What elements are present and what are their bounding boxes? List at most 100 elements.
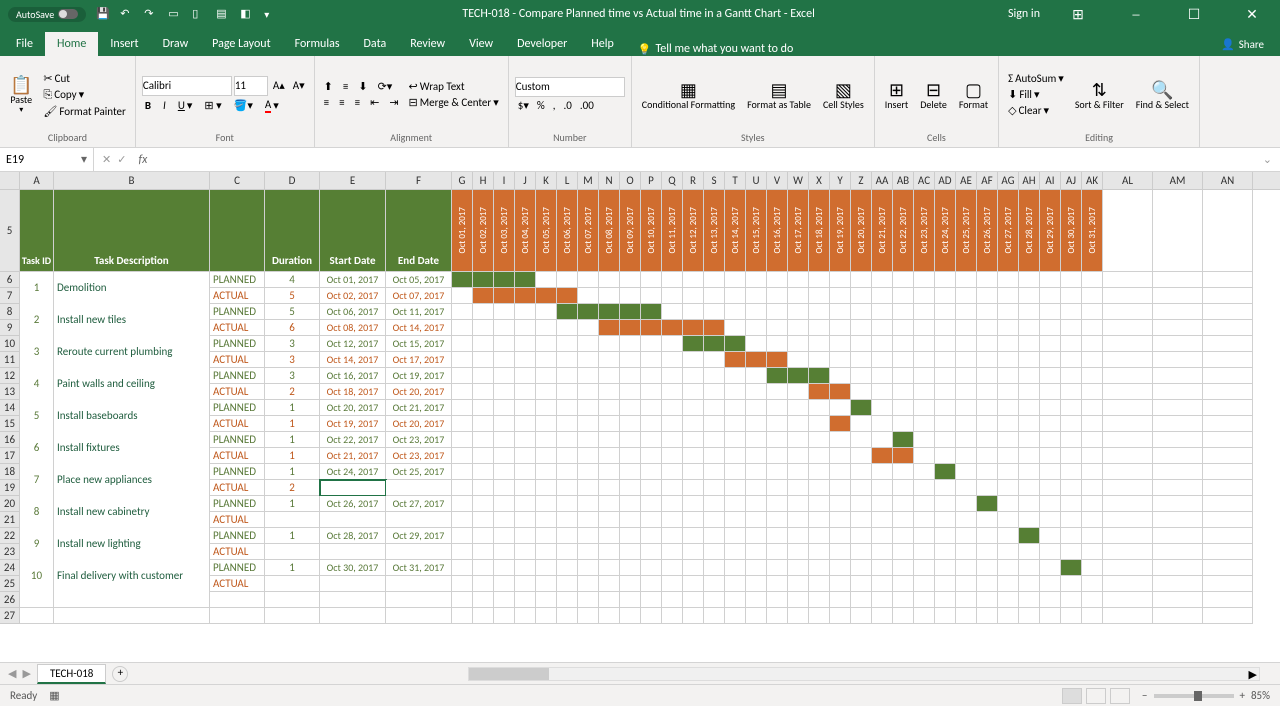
cell[interactable] [725, 592, 746, 608]
cell[interactable] [956, 544, 977, 560]
cell[interactable] [998, 368, 1019, 384]
cell[interactable]: Oct 07, 2017 [386, 288, 452, 304]
cell[interactable]: 5 [20, 400, 54, 432]
cell[interactable] [704, 336, 725, 352]
cell[interactable] [1061, 528, 1082, 544]
cell[interactable] [1019, 512, 1040, 528]
cell[interactable] [788, 432, 809, 448]
cell[interactable] [767, 304, 788, 320]
cell[interactable] [998, 528, 1019, 544]
cell[interactable] [1019, 560, 1040, 576]
cell[interactable] [830, 304, 851, 320]
row-header[interactable]: 21 [0, 512, 20, 528]
cell[interactable]: PLANNED [210, 336, 265, 352]
cell[interactable] [851, 368, 872, 384]
cell[interactable] [1061, 544, 1082, 560]
cell[interactable] [473, 560, 494, 576]
row-header[interactable]: 22 [0, 528, 20, 544]
cell[interactable] [620, 480, 641, 496]
cell[interactable] [851, 512, 872, 528]
cell[interactable] [977, 400, 998, 416]
save-icon[interactable]: 💾 [96, 7, 110, 21]
row-header[interactable]: 23 [0, 544, 20, 560]
cell[interactable] [1103, 352, 1153, 368]
cell[interactable] [578, 304, 599, 320]
cell[interactable] [746, 400, 767, 416]
cell[interactable] [662, 608, 683, 624]
cell[interactable] [1153, 190, 1203, 272]
cell[interactable] [620, 320, 641, 336]
cell[interactable] [1153, 400, 1203, 416]
cell[interactable] [872, 528, 893, 544]
cell[interactable] [998, 352, 1019, 368]
align-left-icon[interactable]: ≡ [321, 95, 332, 110]
column-header[interactable]: AN [1203, 172, 1253, 189]
minimize-button[interactable]: ─ [1116, 6, 1156, 23]
cell[interactable] [998, 576, 1019, 592]
row-header[interactable]: 27 [0, 608, 20, 624]
cell[interactable] [1153, 480, 1203, 496]
cell[interactable] [473, 384, 494, 400]
cell[interactable] [1040, 544, 1061, 560]
cell[interactable] [557, 608, 578, 624]
sheet-nav-next-icon[interactable]: ▶ [22, 667, 30, 680]
cell[interactable] [1040, 352, 1061, 368]
cell[interactable] [641, 432, 662, 448]
column-header[interactable]: R [683, 172, 704, 189]
cell[interactable] [704, 496, 725, 512]
cell[interactable] [935, 288, 956, 304]
cell[interactable] [1082, 336, 1103, 352]
cell[interactable] [809, 496, 830, 512]
cell[interactable]: Install new cabinetry [54, 496, 210, 528]
cell[interactable] [452, 432, 473, 448]
cell[interactable] [515, 400, 536, 416]
cell[interactable] [641, 304, 662, 320]
cell[interactable] [20, 608, 54, 624]
cell[interactable]: 1 [20, 272, 54, 304]
fill-color-button[interactable]: 🪣▾ [231, 98, 256, 113]
cell[interactable] [683, 400, 704, 416]
cell[interactable] [998, 320, 1019, 336]
cell[interactable] [893, 576, 914, 592]
cell[interactable] [935, 592, 956, 608]
cell[interactable] [767, 512, 788, 528]
cell[interactable] [620, 608, 641, 624]
cell[interactable] [620, 448, 641, 464]
cell[interactable] [788, 560, 809, 576]
cell[interactable] [956, 384, 977, 400]
cell[interactable] [1040, 288, 1061, 304]
cell[interactable] [977, 512, 998, 528]
cell[interactable] [620, 304, 641, 320]
column-header[interactable]: C [210, 172, 265, 189]
cell[interactable]: Oct 16, 2017 [320, 368, 386, 384]
cell[interactable] [452, 384, 473, 400]
cell[interactable] [620, 560, 641, 576]
cell[interactable]: PLANNED [210, 368, 265, 384]
cell[interactable] [956, 304, 977, 320]
cell[interactable] [620, 384, 641, 400]
cell[interactable] [578, 400, 599, 416]
cell[interactable]: 4 [20, 368, 54, 400]
cell[interactable] [1153, 464, 1203, 480]
cell[interactable] [809, 320, 830, 336]
bold-button[interactable]: B [142, 98, 154, 113]
cell[interactable] [662, 368, 683, 384]
column-header[interactable]: B [54, 172, 210, 189]
cell[interactable] [767, 432, 788, 448]
cell[interactable] [536, 464, 557, 480]
tellme-search[interactable]: Tell me what you want to do [638, 42, 794, 56]
cell[interactable] [1019, 368, 1040, 384]
cell[interactable]: Oct 04, 2017 [515, 190, 536, 272]
cell[interactable] [620, 544, 641, 560]
cell[interactable] [872, 400, 893, 416]
cell[interactable] [935, 400, 956, 416]
ribbon-tab-view[interactable]: View [457, 32, 505, 56]
cell[interactable] [851, 336, 872, 352]
cell[interactable] [935, 576, 956, 592]
cell[interactable] [1082, 480, 1103, 496]
cell[interactable] [872, 544, 893, 560]
cell[interactable]: Oct 11, 2017 [386, 304, 452, 320]
cell[interactable] [977, 544, 998, 560]
cell[interactable] [599, 496, 620, 512]
cell[interactable] [704, 352, 725, 368]
